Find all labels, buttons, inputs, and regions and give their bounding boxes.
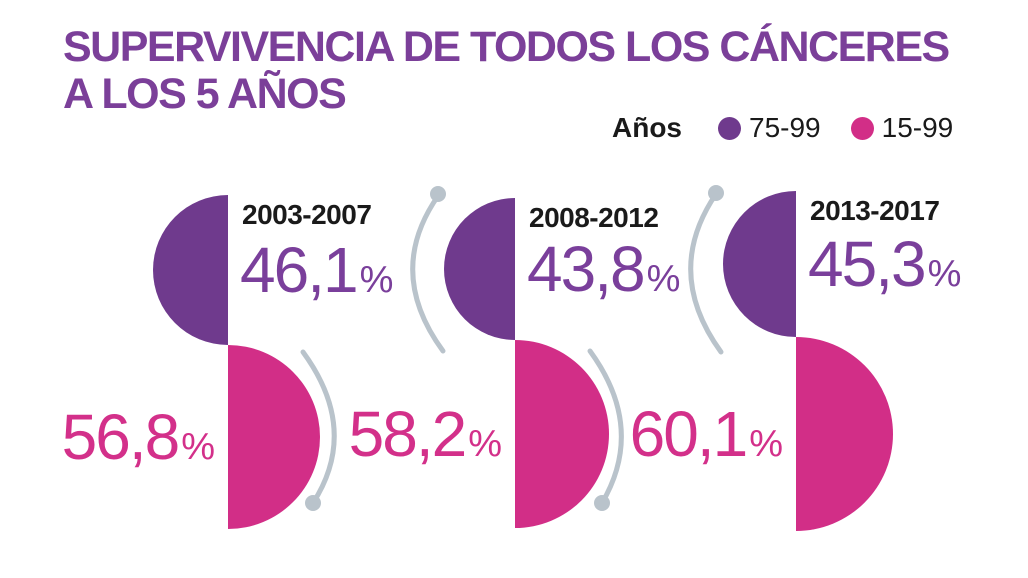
value-75-99: 46,1% <box>240 232 393 308</box>
legend-title: Años <box>612 112 682 143</box>
page-title: SUPERVIVENCIA DE TODOS LOS CÁNCERES A LO… <box>63 23 950 118</box>
value-number: 45,3 <box>808 228 927 300</box>
flow-dot-top-3 <box>708 185 724 201</box>
legend-label-15-99: 15-99 <box>881 112 954 143</box>
flow-dot-bottom-2 <box>594 495 610 511</box>
period-label: 2003-2007 <box>242 199 372 230</box>
legend-item-15-99: 15-99 <box>850 112 954 144</box>
value-number: 60,1 <box>629 398 749 470</box>
percent-sign: % <box>749 423 783 465</box>
legend-dot-75-99-icon <box>718 116 741 140</box>
value-15-99: 58,2% <box>0 396 502 472</box>
title-line-2: A LOS 5 AÑOS <box>63 70 347 118</box>
legend-label-75-99: 75-99 <box>749 112 821 143</box>
semicircle-15-99 <box>796 337 893 531</box>
percent-sign: % <box>927 253 962 295</box>
value-number: 46,1 <box>240 234 359 306</box>
value-75-99: 45,3% <box>808 226 961 302</box>
value-15-99: 56,8% <box>0 399 215 475</box>
value-number: 56,8 <box>61 401 181 473</box>
flow-arc-top-2 <box>410 193 446 354</box>
semicircle-75-99 <box>723 191 796 337</box>
percent-sign: % <box>359 259 394 301</box>
semicircle-15-99 <box>515 340 609 528</box>
semicircle-75-99 <box>153 195 228 345</box>
flow-dot-top-2 <box>430 186 446 202</box>
percent-sign: % <box>646 258 681 300</box>
flow-arc-bottom-1 <box>300 349 337 506</box>
percent-sign: % <box>468 423 502 465</box>
percent-sign: % <box>181 426 215 468</box>
legend-dot-15-99-icon <box>850 116 874 140</box>
period-label: 2013-2017 <box>810 195 940 226</box>
value-number: 43,8 <box>527 233 646 305</box>
value-15-99: 60,1% <box>0 396 783 472</box>
value-75-99: 43,8% <box>527 231 680 307</box>
semicircle-75-99 <box>444 198 515 340</box>
semicircle-15-99 <box>228 345 320 529</box>
title-line-1: SUPERVIVENCIA DE TODOS LOS CÁNCERES <box>63 23 950 71</box>
flow-arc-top-3 <box>688 191 724 355</box>
legend-item-75-99: 75-99 <box>718 112 821 144</box>
flow-arc-bottom-2 <box>587 348 624 506</box>
value-number: 58,2 <box>348 398 468 470</box>
flow-dot-bottom-1 <box>305 495 321 511</box>
period-label: 2008-2012 <box>529 202 659 233</box>
legend: Años 75-99 15-99 <box>612 111 953 145</box>
